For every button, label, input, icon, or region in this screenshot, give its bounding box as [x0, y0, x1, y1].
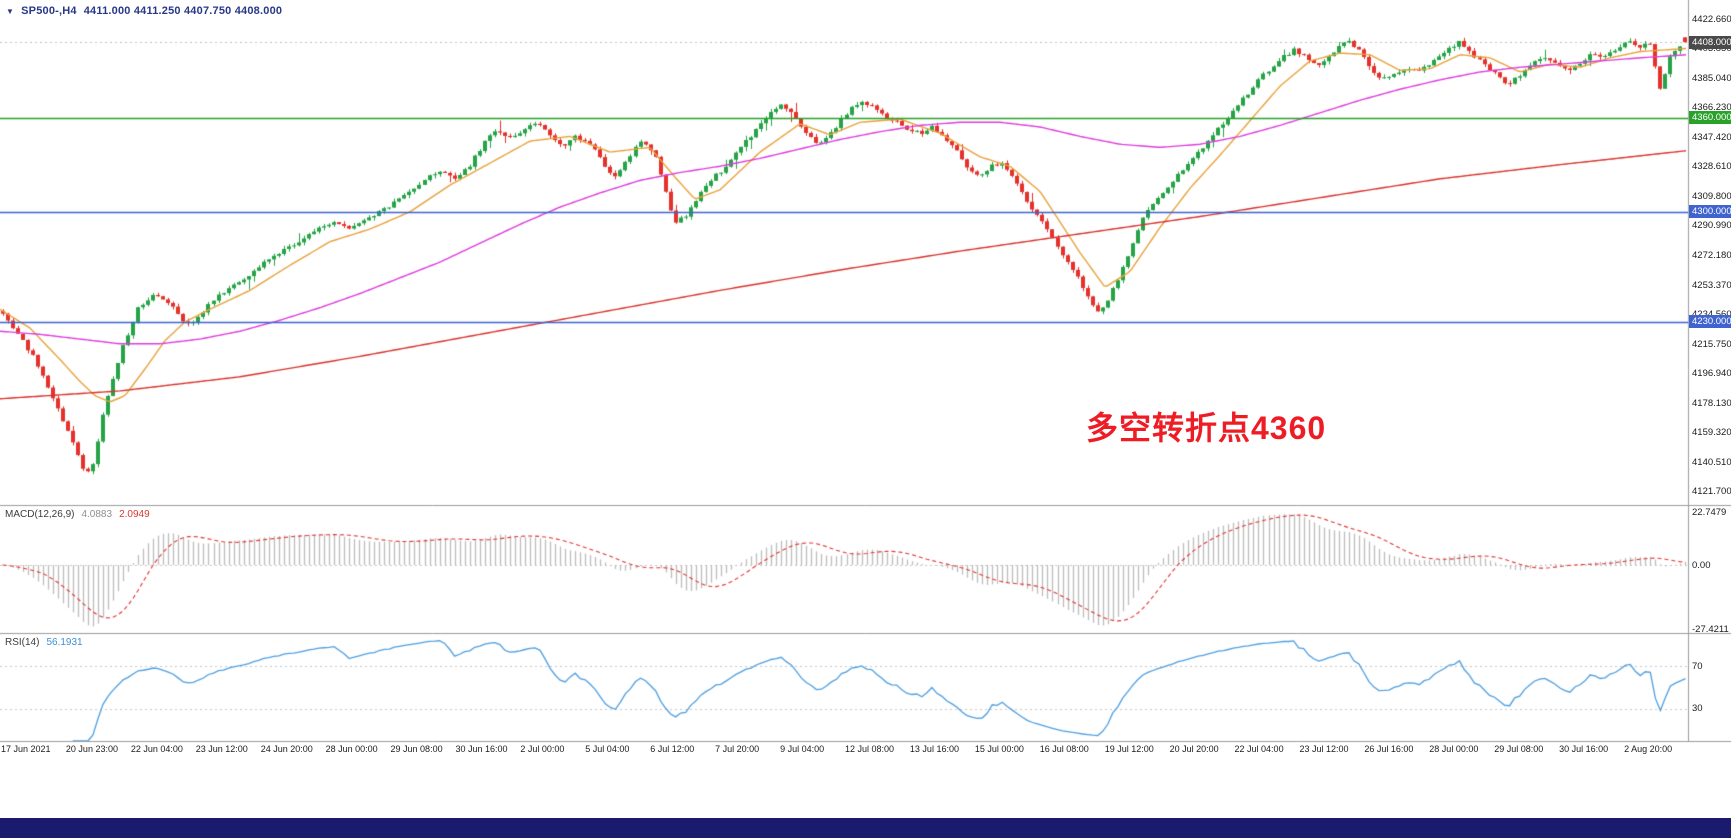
time-axis-label: 2 Aug 20:00 — [1624, 744, 1673, 754]
time-axis-label: 28 Jul 00:00 — [1429, 744, 1479, 754]
chart-header: ▼ SP500-,H4 4411.000 4411.250 4407.750 4… — [6, 5, 282, 17]
time-axis-label: 16 Jul 08:00 — [1039, 744, 1089, 754]
time-axis-label: 30 Jul 16:00 — [1559, 744, 1609, 754]
price-axis-label: 4403.850 — [1692, 43, 1731, 55]
time-axis-label: 29 Jun 08:00 — [390, 744, 443, 754]
chevron-down-icon[interactable]: ▼ — [6, 7, 15, 16]
taskbar — [0, 818, 1731, 838]
rsi-axis-label: 30 — [1692, 703, 1703, 715]
time-axis-label: 24 Jun 20:00 — [260, 744, 313, 754]
price-axis-label: 4121.700 — [1692, 486, 1731, 498]
time-axis-label: 23 Jul 12:00 — [1299, 744, 1349, 754]
time-axis-label: 6 Jul 12:00 — [650, 744, 695, 754]
macd-axis-label: 22.7479 — [1692, 507, 1727, 518]
annotation-text: 多空转折点4360 — [1086, 410, 1327, 446]
price-axis-label: 4422.660 — [1692, 13, 1731, 25]
macd-indicator-label: MACD(12,26,9) 4.0883 2.0949 — [5, 509, 150, 520]
time-axis-label: 20 Jul 20:00 — [1169, 744, 1219, 754]
price-axis-label: 4234.560 — [1692, 309, 1731, 320]
rsi-name: RSI(14) — [5, 637, 40, 648]
price-axis-label: 4366.230 — [1692, 102, 1731, 114]
time-axis-label: 22 Jul 04:00 — [1234, 744, 1284, 754]
time-axis-label: 15 Jul 00:00 — [974, 744, 1024, 754]
rsi-value: 56.1931 — [46, 637, 83, 648]
price-axis[interactable]: 4422.660 4403.850 4385.040 4366.230 4347.420… — [1689, 0, 1731, 741]
macd-axis-label: 0.00 — [1692, 560, 1711, 572]
price-axis-label: 4178.130 — [1692, 397, 1731, 409]
macd-name: MACD(12,26,9) — [5, 509, 75, 520]
time-axis-label: 29 Jul 08:00 — [1494, 744, 1544, 754]
time-axis-label: 13 Jul 16:00 — [909, 744, 959, 754]
time-axis-label: 28 Jun 00:00 — [325, 744, 378, 754]
ohlc-values: 4411.000 4411.250 4407.750 4408.000 — [83, 5, 283, 17]
rsi-indicator-label: RSI(14) 56.1931 — [5, 637, 83, 648]
price-tag: 4300.000 — [1689, 205, 1731, 219]
price-axis-label: 4253.370 — [1692, 279, 1731, 291]
price-axis-label: 4215.750 — [1692, 338, 1731, 350]
price-axis-label: 4328.610 — [1692, 161, 1731, 173]
price-axis-label: 4309.800 — [1692, 190, 1731, 202]
symbol-timeframe-label: SP500-,H4 — [21, 5, 77, 17]
rsi-axis-label: 70 — [1692, 660, 1703, 672]
time-axis-label: 19 Jul 12:00 — [1104, 744, 1154, 754]
time-axis-label: 17 Jun 2021 — [1, 744, 51, 754]
time-axis[interactable]: 17 Jun 2021 20 Jun 23:00 22 Jun 04:00 23 Ju… — [0, 744, 1688, 758]
time-axis-label: 9 Jul 04:00 — [780, 744, 825, 754]
price-axis-label: 4196.940 — [1692, 368, 1731, 380]
price-axis-label: 4385.040 — [1692, 72, 1731, 84]
price-tag: 4230.000 — [1689, 315, 1731, 329]
time-axis-label: 12 Jul 08:00 — [845, 744, 895, 754]
time-axis-label: 23 Jun 12:00 — [195, 744, 248, 754]
price-axis-label: 4159.320 — [1692, 427, 1731, 439]
time-axis-label: 20 Jun 23:00 — [65, 744, 118, 754]
macd-main-value: 4.0883 — [81, 509, 113, 520]
time-axis-label: 5 Jul 04:00 — [585, 744, 630, 754]
time-axis-label: 22 Jun 04:00 — [130, 744, 183, 754]
price-tag: 4408.000 — [1689, 35, 1731, 49]
macd-signal-value: 2.0949 — [119, 509, 150, 520]
price-axis-label: 4290.990 — [1692, 220, 1731, 232]
price-axis-label: 4140.510 — [1692, 456, 1731, 468]
price-tag: 4360.000 — [1689, 111, 1731, 125]
time-axis-label: 26 Jul 16:00 — [1364, 744, 1414, 754]
macd-axis-label: -27.4211 — [1692, 624, 1729, 635]
price-axis-label: 4272.180 — [1692, 250, 1731, 262]
time-axis-label: 7 Jul 20:00 — [715, 744, 760, 754]
time-axis-label: 30 Jun 16:00 — [455, 744, 508, 754]
price-axis-label: 4347.420 — [1692, 131, 1731, 143]
time-axis-label: 2 Jul 00:00 — [520, 744, 565, 754]
